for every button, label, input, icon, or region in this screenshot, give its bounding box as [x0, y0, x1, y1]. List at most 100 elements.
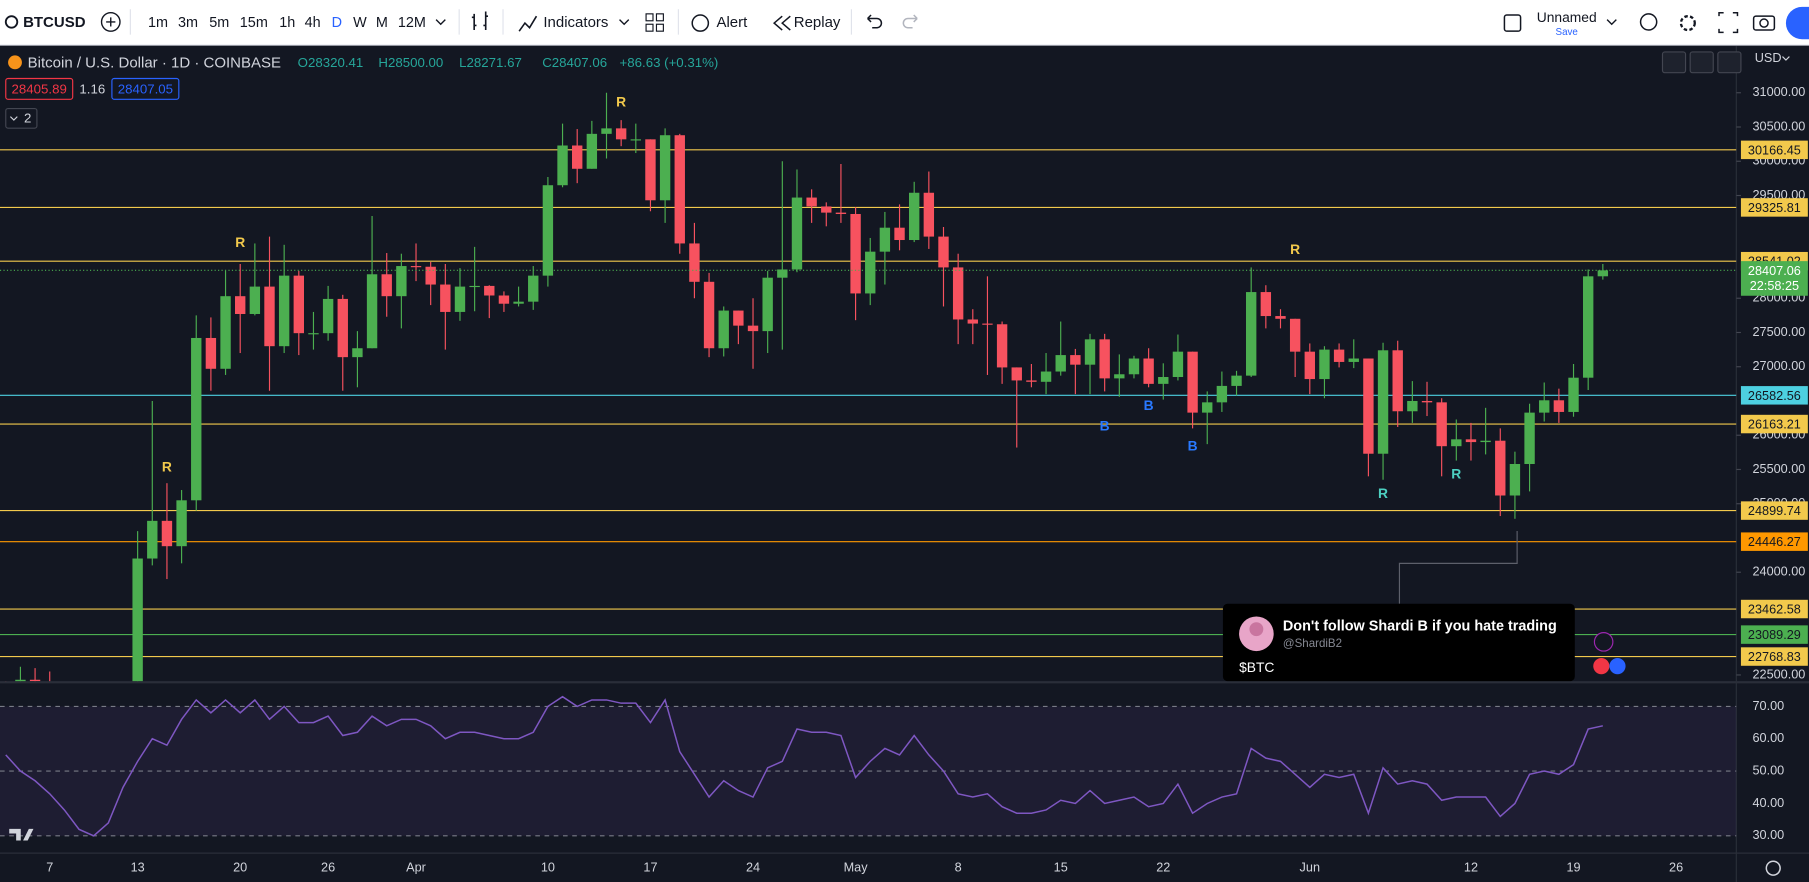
candle-body [572, 145, 583, 169]
economic-event[interactable] [1593, 658, 1610, 675]
popup[interactable] [1222, 603, 1575, 682]
bid-box[interactable] [5, 77, 74, 100]
signal-label: R [1290, 241, 1300, 257]
templates-icon[interactable] [645, 13, 654, 22]
interval-button[interactable]: 4h [305, 15, 321, 31]
ohlc-value: C28407.06 [542, 55, 607, 70]
time-tick-label: 10 [541, 861, 555, 875]
settings-button[interactable] [1679, 15, 1696, 32]
interval-button[interactable]: 1h [279, 15, 295, 31]
collapse-button[interactable] [1689, 51, 1714, 74]
price-level-tag [1740, 625, 1808, 644]
redo-button[interactable] [902, 14, 918, 29]
publish-button[interactable] [1785, 6, 1809, 40]
interval-button[interactable]: D [332, 15, 342, 31]
snapshot-button[interactable] [1752, 15, 1776, 31]
price-level-tag [1740, 647, 1808, 666]
search-icon[interactable] [4, 15, 19, 29]
candle-body [762, 277, 773, 332]
candle-body [293, 275, 304, 334]
economic-event[interactable] [1609, 658, 1626, 675]
rsi-line [5, 695, 1603, 837]
indicators-dropdown[interactable] [619, 19, 630, 26]
time-tick-label: 19 [1566, 861, 1580, 875]
time-tick-label: 13 [131, 861, 145, 875]
layout-dropdown[interactable] [1606, 19, 1617, 26]
time-tick-label: 22 [1156, 861, 1170, 875]
candle-body [191, 337, 202, 501]
candle-body [1319, 349, 1330, 380]
interval-button[interactable]: 3m [178, 15, 198, 31]
compare-button[interactable] [100, 12, 121, 32]
undo-button[interactable] [867, 14, 883, 29]
axes: 22500.0024000.0025000.0025500.0026000.00… [46, 85, 1808, 875]
candle-body [791, 197, 803, 270]
candle-body [659, 135, 671, 201]
signal-label: B [1188, 438, 1198, 454]
maximize-button[interactable] [1717, 51, 1742, 74]
candle-body [1539, 400, 1550, 413]
candle-body [513, 301, 524, 304]
time-settings[interactable] [1765, 860, 1781, 876]
interval-button[interactable]: 1m [148, 15, 168, 31]
candle-body [1245, 292, 1257, 376]
alert-button[interactable]: Alert [716, 14, 748, 31]
ask-box[interactable] [111, 77, 180, 100]
time-tick-label: 24 [746, 861, 760, 875]
candle-body [278, 275, 290, 347]
scroll-button[interactable] [1661, 51, 1687, 74]
indicators-button[interactable]: Indicators [543, 14, 608, 31]
interval-button[interactable]: 5m [209, 15, 229, 31]
symbol[interactable]: BTCUSD [23, 14, 86, 31]
quick-search[interactable] [1639, 13, 1658, 31]
candle-body [718, 310, 729, 349]
indicators-icon[interactable] [518, 15, 538, 32]
candle-body [1363, 358, 1374, 454]
signal-label: R [235, 234, 245, 250]
currency-label[interactable]: USD [1755, 51, 1782, 65]
interval-button[interactable]: 12M [398, 15, 426, 31]
replay-button[interactable]: Replay [794, 14, 841, 31]
interval-button[interactable]: M [376, 15, 388, 31]
alert-icon[interactable] [691, 14, 710, 32]
indicators-toggle[interactable] [5, 107, 38, 129]
popup-connector [1398, 531, 1518, 604]
candle-body [1509, 463, 1521, 496]
price-tick-label: 31000.00 [1752, 85, 1805, 99]
toolbar [0, 0, 1809, 46]
price-tick-label: 22500.00 [1752, 667, 1805, 681]
candle-body [1084, 339, 1096, 365]
interval-dropdown[interactable] [435, 19, 446, 26]
candle-body [1011, 367, 1022, 381]
time-tick-label: Apr [406, 861, 427, 875]
candle-body [322, 298, 334, 334]
rsi-tick-label: 30.00 [1752, 828, 1784, 842]
candle-body [381, 274, 392, 297]
candle-body [850, 213, 861, 294]
spread: 1.16 [79, 82, 105, 97]
candle-body [235, 296, 246, 314]
event-icon[interactable] [1593, 632, 1614, 652]
chart-type-icon[interactable] [471, 11, 489, 31]
candle-body [674, 135, 685, 244]
price-level-label: 24899.74 [1748, 504, 1801, 518]
interval-button[interactable]: 15m [240, 15, 268, 31]
replay-icon[interactable] [772, 15, 791, 31]
symbol-logo [8, 55, 22, 70]
save-status: Save [1556, 27, 1579, 38]
layout-icon[interactable] [1503, 14, 1522, 32]
candle-body [1187, 351, 1198, 413]
candle-body [586, 133, 598, 169]
candle-body [777, 269, 788, 278]
popup-handle: @ShardiB2 [1283, 638, 1342, 650]
candle-body [703, 281, 715, 349]
fullscreen-button[interactable] [1718, 11, 1739, 34]
time-tick-label: 26 [1669, 861, 1683, 875]
interval-button[interactable]: W [353, 15, 367, 31]
layout-name[interactable]: Unnamed [1537, 9, 1597, 25]
candle-body [1377, 350, 1389, 454]
compare-plus [106, 17, 116, 27]
price-level-label: 26163.21 [1748, 418, 1801, 432]
legend-title: Bitcoin / U.S. Dollar · 1D · COINBASE [28, 54, 281, 71]
rsi-tick-label: 60.00 [1752, 731, 1784, 745]
